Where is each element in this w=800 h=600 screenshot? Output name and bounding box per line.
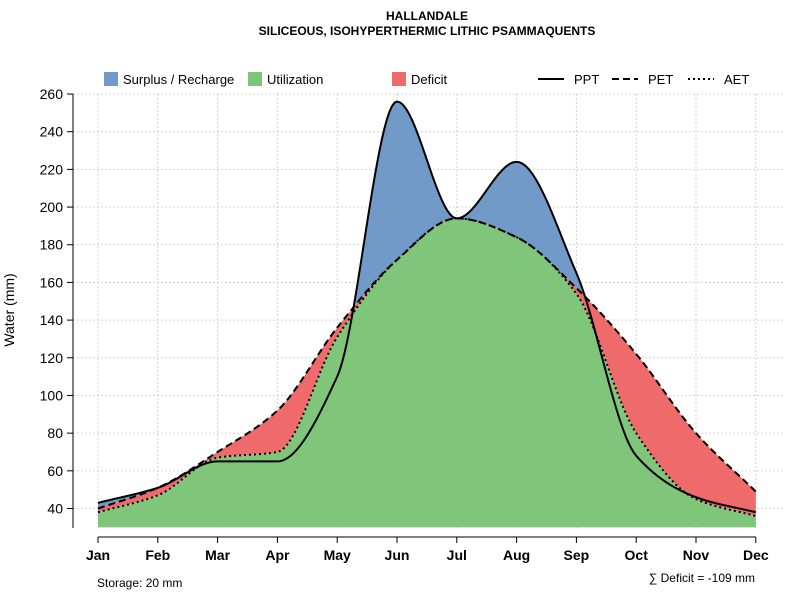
x-tick-label-sep: Sep [564, 547, 590, 563]
x-tick-label-aug: Aug [503, 547, 530, 563]
deficit-area [98, 218, 756, 517]
x-tick-label-jun: Jun [385, 547, 410, 563]
legend: Surplus / Recharge Utilization Deficit P… [104, 72, 749, 87]
legend-label-surplus: Surplus / Recharge [123, 72, 234, 87]
legend-label-deficit: Deficit [411, 72, 448, 87]
y-tick-label-80: 80 [47, 425, 63, 441]
chart-title: HALLANDALE [386, 9, 468, 23]
x-tick-label-nov: Nov [683, 547, 710, 563]
surplus-area [98, 101, 756, 509]
x-tick-label-may: May [324, 547, 351, 563]
legend-label-utilization: Utilization [267, 72, 323, 87]
x-tick-label-jan: Jan [86, 547, 110, 563]
x-tick-label-feb: Feb [145, 547, 170, 563]
legend-label-aet: AET [724, 72, 749, 87]
y-tick-label-100: 100 [40, 387, 64, 403]
deficit-note: ∑ Deficit = -109 mm [649, 571, 755, 585]
y-tick-label-140: 140 [40, 312, 64, 328]
lines [97, 100, 757, 518]
y-tick-label-220: 220 [40, 161, 64, 177]
areas [98, 101, 756, 528]
x-tick-label-apr: Apr [265, 547, 290, 563]
y-tick-label-120: 120 [40, 350, 64, 366]
y-tick-label-240: 240 [40, 124, 64, 140]
legend-swatch-surplus [104, 72, 118, 86]
legend-swatch-deficit [392, 72, 406, 86]
y-tick-label-60: 60 [47, 463, 63, 479]
y-tick-label-40: 40 [47, 501, 63, 517]
y-tick-label-200: 200 [40, 199, 64, 215]
x-tick-label-jul: Jul [447, 547, 467, 563]
x-tick-label-oct: Oct [625, 547, 649, 563]
legend-label-ppt: PPT [574, 72, 599, 87]
y-tick-label-160: 160 [40, 274, 64, 290]
storage-note: Storage: 20 mm [97, 576, 182, 590]
x-tick-label-mar: Mar [205, 547, 230, 563]
y-tick-label-180: 180 [40, 237, 64, 253]
series-line-ppt [97, 100, 757, 514]
utilization-area [98, 218, 756, 528]
series-line-pet [97, 217, 757, 510]
chart-subtitle: SILICEOUS, ISOHYPERTHERMIC LITHIC PSAMMA… [259, 24, 596, 38]
y-axis-title: Water (mm) [1, 273, 17, 346]
legend-label-pet: PET [648, 72, 673, 87]
y-tick-label-260: 260 [40, 86, 64, 102]
legend-swatch-utilization [248, 72, 262, 86]
axes: 40 60 80 100 120 140 160 180 200 220 240 260 Jan Feb M… [40, 86, 769, 563]
x-tick-label-dec: Dec [743, 547, 769, 563]
